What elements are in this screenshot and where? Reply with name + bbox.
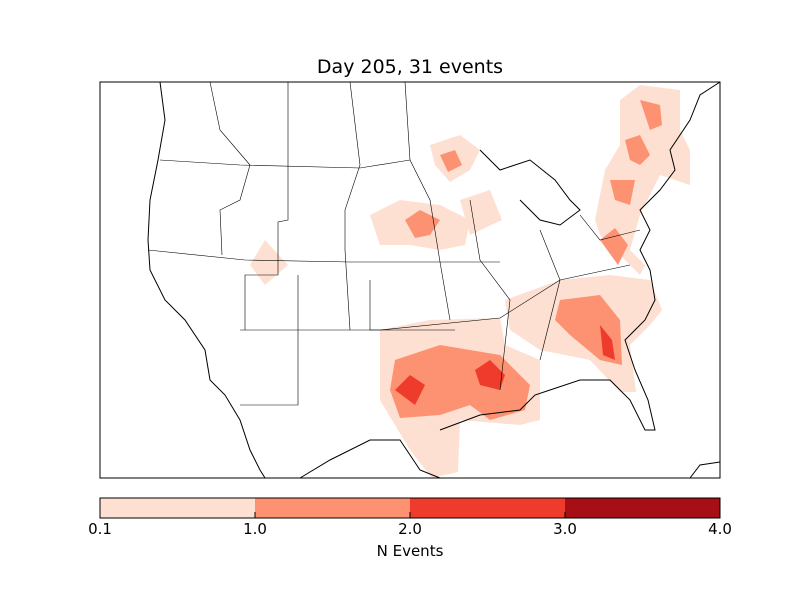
colorbar-tick: 4.0 <box>708 520 732 538</box>
map-frame <box>99 81 721 479</box>
coastline <box>147 81 721 479</box>
state-borders <box>147 81 641 406</box>
colorbar-bin-4 <box>565 498 720 518</box>
colorbar-tick: 2.0 <box>398 520 422 538</box>
colorbar-bin-1 <box>100 498 255 518</box>
colorbar-bin-2 <box>255 498 410 518</box>
colorbar-label: N Events <box>376 542 444 560</box>
colorbar-tick: 0.1 <box>88 520 112 538</box>
colorbar-bin-3 <box>410 498 565 518</box>
colorbar-tick: 3.0 <box>553 520 577 538</box>
map-title: Day 205, 31 events <box>316 56 504 78</box>
contour-medium <box>390 100 662 420</box>
contour-dark <box>395 325 615 405</box>
colorbar-tick: 1.0 <box>243 520 267 538</box>
colorbar <box>99 497 721 519</box>
